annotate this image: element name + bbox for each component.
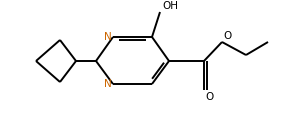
- Text: O: O: [205, 92, 213, 102]
- Text: O: O: [223, 31, 231, 41]
- Text: N: N: [104, 32, 112, 42]
- Text: N: N: [104, 79, 112, 89]
- Text: OH: OH: [162, 1, 178, 11]
